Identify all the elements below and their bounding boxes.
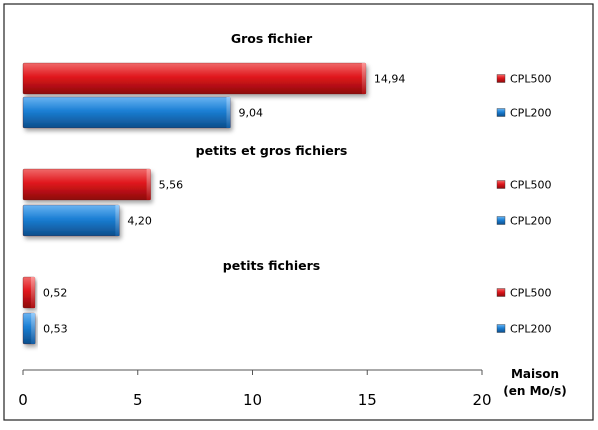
- data-label: 0,53: [43, 323, 67, 336]
- x-tick-label: 0: [18, 391, 28, 409]
- x-tick-label: 20: [472, 391, 491, 409]
- bar-end-cap: [115, 205, 120, 236]
- legend-label: CPL200: [510, 323, 551, 336]
- data-label: 5,56: [159, 179, 184, 192]
- bar-cpl200: [22, 204, 120, 237]
- bar-end-cap: [361, 63, 366, 94]
- legend-swatch-cpl500: [496, 180, 506, 189]
- legend-swatch-cpl500: [496, 288, 506, 297]
- bar-end-cap: [226, 97, 231, 128]
- x-axis-title-line1: Maison: [511, 367, 559, 381]
- x-tick-label: 10: [243, 391, 262, 409]
- x-tick-label: 15: [358, 391, 377, 409]
- group-title: Gros fichier: [231, 31, 313, 46]
- legend-label: CPL500: [510, 73, 551, 86]
- bar-cpl500: [22, 62, 367, 95]
- x-tick-label: 5: [133, 391, 143, 409]
- group-title: petits fichiers: [223, 258, 320, 273]
- bar-end-cap: [30, 277, 35, 308]
- x-axis-title-line2: (en Mo/s): [503, 384, 567, 398]
- bar-cpl500: [22, 168, 151, 201]
- legend-swatch-cpl200: [496, 108, 506, 117]
- data-label: 9,04: [238, 107, 263, 120]
- legend-swatch-cpl200: [496, 216, 506, 225]
- bar-cpl200: [22, 96, 231, 129]
- legend-label: CPL200: [510, 215, 551, 228]
- legend-swatch-cpl200: [496, 324, 506, 333]
- data-label: 0,52: [43, 287, 68, 300]
- legend-swatch-cpl500: [496, 74, 506, 83]
- data-label: 4,20: [127, 215, 152, 228]
- group-title: petits et gros fichiers: [196, 143, 348, 158]
- legend-label: CPL200: [510, 107, 551, 120]
- legend-label: CPL500: [510, 179, 551, 192]
- bar-end-cap: [31, 313, 36, 344]
- bar-end-cap: [146, 169, 151, 200]
- data-label: 14,94: [374, 73, 406, 86]
- legend-label: CPL500: [510, 287, 551, 300]
